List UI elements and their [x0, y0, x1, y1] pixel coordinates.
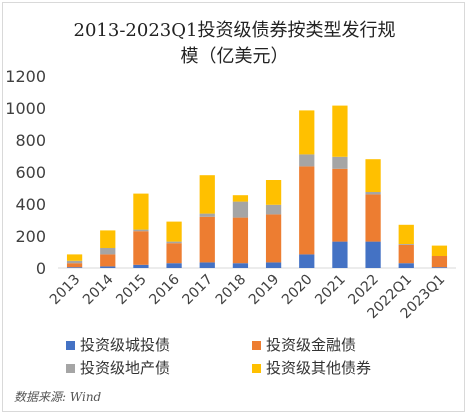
bar-segment — [398, 263, 414, 268]
bar-segment — [133, 229, 149, 232]
bar-segment — [398, 244, 414, 264]
bar-segment — [299, 254, 315, 268]
legend-swatch — [66, 341, 75, 350]
bar-segment — [299, 110, 315, 155]
bar-segment — [232, 201, 249, 218]
bar-segment — [332, 105, 348, 157]
x-tick-label: 2019 — [246, 272, 283, 309]
legend-swatch — [252, 364, 261, 373]
bar-segment — [431, 267, 448, 268]
legend-label: 投资级地产债 — [80, 359, 170, 377]
legend-label: 投资级金融债 — [266, 336, 356, 354]
bar-segment — [299, 154, 315, 167]
bar-segment — [199, 216, 215, 263]
bar-segment — [398, 224, 414, 244]
bar-segment — [232, 263, 249, 268]
bar-segment — [166, 241, 182, 244]
bar-segment — [66, 263, 83, 268]
bar-segment — [365, 241, 381, 268]
bar-segment — [133, 264, 149, 268]
bar-segment — [265, 180, 282, 205]
bar-segment — [365, 192, 381, 195]
bar-segment — [199, 262, 215, 268]
bar-segment — [265, 214, 282, 263]
x-tick-label: 2020 — [279, 272, 316, 309]
bar-segment — [332, 156, 348, 169]
chart-title-line-2: 模（亿美元） — [180, 46, 289, 67]
y-tick-label: 1000 — [5, 99, 46, 118]
x-tick-label: 2014 — [80, 271, 117, 308]
bar-segment — [100, 266, 116, 268]
bar-segment — [199, 175, 215, 214]
bar-segment — [365, 159, 381, 192]
bar-segment — [431, 245, 448, 256]
y-tick-label: 0 — [36, 259, 46, 278]
x-tick-label: 2013 — [47, 272, 84, 309]
y-tick-label: 400 — [15, 195, 46, 214]
bar-segment — [166, 263, 182, 268]
legend-swatch — [252, 341, 261, 350]
y-tick-label: 200 — [15, 227, 46, 246]
bar-segment — [332, 241, 348, 268]
bar-segment — [100, 248, 116, 255]
bar-segment — [332, 168, 348, 242]
bar-segment — [66, 254, 83, 261]
bar-segment — [431, 256, 448, 268]
bar-segment — [166, 243, 182, 264]
x-tick-label: 2015 — [113, 272, 150, 309]
bar-segment — [232, 195, 249, 202]
bar-segment — [265, 262, 282, 268]
bar-segment — [299, 166, 315, 255]
bar-segment — [265, 204, 282, 215]
bar-segment — [232, 217, 249, 264]
bar-segment — [133, 193, 149, 230]
legend-label: 投资级其他债券 — [266, 359, 371, 377]
y-tick-label: 1200 — [5, 67, 46, 86]
legend-swatch — [66, 364, 75, 373]
bar-segment — [199, 213, 215, 217]
bar-segment — [166, 221, 182, 242]
x-tick-label: 2016 — [146, 271, 183, 308]
legend-label: 投资级城投债 — [80, 336, 170, 354]
x-tick-label: 2018 — [213, 272, 250, 309]
bar-segment — [398, 244, 414, 245]
y-tick-label: 600 — [15, 163, 46, 182]
bar-segment — [133, 231, 149, 265]
bar-segment — [66, 260, 83, 264]
bar-segment — [365, 194, 381, 242]
y-tick-label: 800 — [15, 131, 46, 150]
bar-segment — [66, 267, 83, 268]
chart-title: 2013-2023Q1投资级债券按类型发行规 模（亿美元） — [0, 18, 469, 70]
x-tick-label: 2021 — [312, 272, 349, 309]
bar-segment — [100, 230, 116, 248]
chart-title-line-1: 2013-2023Q1投资级债券按类型发行规 — [73, 20, 396, 41]
data-source-note: 数据来源: Wind — [14, 390, 102, 404]
bar-segment — [100, 254, 116, 267]
x-tick-label: 2017 — [180, 272, 217, 309]
